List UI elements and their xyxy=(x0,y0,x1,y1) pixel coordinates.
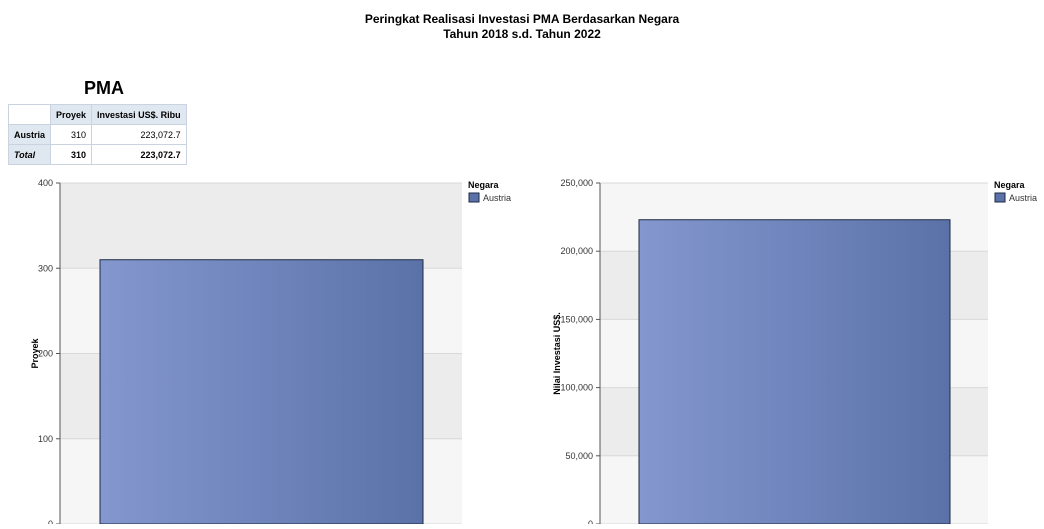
legend-swatch xyxy=(994,192,1006,203)
y-tick-label: 50,000 xyxy=(565,451,593,461)
table-total-row: Total 310 223,072.7 xyxy=(7,144,187,165)
bar-austria xyxy=(638,219,951,525)
summary-table: Proyek Investasi US$. Ribu Austria 310 2… xyxy=(7,104,187,165)
y-tick-label: 0 xyxy=(588,519,593,524)
y-axis-label: Nilai Investasi US$. xyxy=(552,312,562,395)
y-tick-label: 150,000 xyxy=(560,314,593,324)
plot-band xyxy=(60,183,462,269)
total-proyek: 310 xyxy=(50,144,93,165)
y-axis-label: Proyek xyxy=(30,338,40,369)
chart-investasi-svg: 0 50,000 100,000 150,000 200,000 250,000 Nilai… xyxy=(552,178,1037,529)
legend-swatch xyxy=(468,192,480,203)
column-header-blank xyxy=(7,104,52,125)
y-tick-label: 100 xyxy=(38,434,53,444)
chart-proyek: 0 100 200 300 400 Proyek Negara Austria xyxy=(0,175,520,529)
cell-investasi: 223,072.7 xyxy=(91,124,187,145)
column-header-proyek: Proyek xyxy=(50,104,93,125)
y-tick-label: 400 xyxy=(38,178,53,188)
title-line-1: Peringkat Realisasi Investasi PMA Berdas… xyxy=(364,12,680,26)
total-investasi: 223,072.7 xyxy=(91,144,187,165)
chart-title: Peringkat Realisasi Investasi PMA Berdas… xyxy=(0,12,1044,42)
legend-title: Negara xyxy=(994,180,1026,190)
y-tick-label: 100,000 xyxy=(560,383,593,393)
table-heading: PMA xyxy=(84,78,124,98)
y-tick-label: 300 xyxy=(38,263,53,273)
y-tick-label: 250,000 xyxy=(560,178,593,188)
column-header-investasi: Investasi US$. Ribu xyxy=(91,104,187,125)
table-row: Austria 310 223,072.7 xyxy=(7,124,187,145)
cell-proyek: 310 xyxy=(50,124,93,145)
legend-item: Austria xyxy=(483,193,511,203)
table-header-row: Proyek Investasi US$. Ribu xyxy=(7,104,187,125)
chart-proyek-svg: 0 100 200 300 400 Proyek Negara Austria xyxy=(30,178,511,529)
bar-austria xyxy=(99,259,424,525)
y-tick-label: 0 xyxy=(48,519,53,524)
chart-investasi: 0 50,000 100,000 150,000 200,000 250,000 Nilai… xyxy=(522,175,1044,529)
title-line-2: Tahun 2018 s.d. Tahun 2022 xyxy=(443,27,601,41)
y-tick-label: 200,000 xyxy=(560,246,593,256)
total-label: Total xyxy=(7,144,52,165)
legend-item: Austria xyxy=(1009,193,1037,203)
legend-title: Negara xyxy=(468,180,500,190)
y-tick-label: 200 xyxy=(38,349,53,359)
row-label: Austria xyxy=(7,124,52,145)
